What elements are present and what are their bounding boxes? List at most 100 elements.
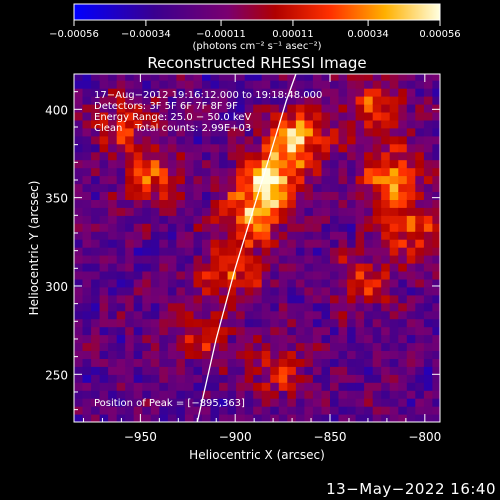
heatmap-cell	[193, 382, 203, 391]
heatmap-cell	[193, 271, 203, 280]
heatmap-cell	[372, 255, 382, 264]
heatmap-cell	[108, 271, 118, 280]
heatmap-cell	[244, 390, 254, 399]
heatmap-cell	[432, 207, 440, 216]
heatmap-cell	[389, 271, 399, 280]
heatmap-cell	[244, 80, 254, 89]
heatmap-cell	[176, 135, 186, 145]
heatmap-cell	[398, 119, 408, 129]
heatmap-cell	[432, 167, 440, 177]
heatmap-cell	[193, 151, 203, 161]
heatmap-cell	[202, 159, 212, 169]
heatmap-cell	[287, 382, 297, 391]
heatmap-cell	[398, 286, 408, 296]
heatmap-cell	[125, 382, 135, 391]
heatmap-cell	[312, 112, 322, 121]
heatmap-cell	[219, 231, 229, 240]
heatmap-cell	[176, 278, 186, 288]
heatmap-cell	[330, 286, 340, 296]
heatmap-cell	[261, 326, 271, 336]
heatmap-cell	[330, 406, 340, 415]
heatmap-cell	[415, 231, 425, 240]
heatmap-cell	[270, 88, 280, 97]
heatmap-cell	[253, 151, 263, 161]
heatmap-cell	[423, 88, 433, 97]
heatmap-cell	[398, 390, 408, 399]
heatmap-cell	[312, 175, 322, 185]
heatmap-cell	[381, 239, 391, 248]
heatmap-cell	[142, 398, 152, 407]
heatmap-cell	[347, 231, 357, 240]
heatmap-cell	[278, 271, 288, 280]
heatmap-cell	[432, 406, 440, 415]
heatmap-cell	[99, 112, 109, 121]
heatmap-cell	[364, 310, 374, 320]
heatmap-cell	[125, 175, 135, 185]
heatmap-cell	[150, 143, 160, 153]
heatmap-cell	[415, 310, 425, 320]
heatmap-cell	[116, 374, 126, 383]
heatmap-cell	[116, 199, 126, 208]
heatmap-cell	[133, 215, 143, 224]
heatmap-cell	[261, 183, 271, 192]
heatmap-cell	[261, 96, 271, 105]
heatmap-cell	[287, 167, 297, 177]
heatmap-cell	[398, 96, 408, 105]
heatmap-cell	[312, 302, 322, 312]
heatmap-cell	[312, 390, 322, 399]
annotation-energy: Energy Range: 25.0 − 50.0 keV	[94, 112, 251, 123]
heatmap-cell	[312, 382, 322, 391]
heatmap-cell	[415, 80, 425, 89]
heatmap-cell	[244, 334, 254, 344]
heatmap-cell	[142, 231, 152, 240]
heatmap-cell	[99, 318, 109, 328]
heatmap-cell	[347, 310, 357, 320]
heatmap-cell	[253, 390, 263, 399]
heatmap-cell	[261, 271, 271, 280]
heatmap-cell	[244, 223, 254, 232]
heatmap-cell	[364, 278, 374, 288]
heatmap-cell	[372, 80, 382, 89]
heatmap-cell	[423, 358, 433, 367]
heatmap-cell	[432, 119, 440, 129]
heatmap-cell	[150, 151, 160, 161]
heatmap-cell	[338, 191, 348, 200]
heatmap-cell	[82, 88, 92, 97]
heatmap-cell	[321, 239, 331, 248]
colorbar-tick-label: 0.00011	[272, 29, 313, 40]
heatmap-cell	[133, 159, 143, 169]
heatmap-cell	[116, 74, 126, 81]
heatmap-cell	[202, 358, 212, 367]
heatmap-cell	[432, 374, 440, 383]
heatmap-cell	[372, 135, 382, 145]
heatmap-cell	[219, 112, 229, 121]
heatmap-cell	[295, 271, 305, 280]
colorbar-tick-label: −0.00034	[121, 29, 171, 40]
heatmap-cell	[304, 310, 314, 320]
heatmap-cell	[82, 294, 92, 304]
heatmap-cell	[116, 286, 126, 296]
heatmap-cell	[261, 112, 271, 121]
heatmap-cell	[321, 334, 331, 344]
heatmap-cell	[219, 119, 229, 129]
heatmap-cell	[236, 278, 246, 288]
heatmap-cell	[287, 318, 297, 328]
heatmap-cell	[432, 223, 440, 232]
heatmap-cell	[398, 414, 408, 422]
heatmap-cell	[253, 286, 263, 296]
annotation-clean: Clean Total counts: 2.99E+03	[94, 123, 251, 134]
heatmap-cell	[432, 183, 440, 192]
heatmap-cell	[398, 342, 408, 351]
heatmap-cell	[176, 390, 186, 399]
heatmap-cell	[253, 318, 263, 328]
heatmap-cell	[159, 278, 169, 288]
heatmap-cell	[150, 302, 160, 312]
heatmap-cell	[406, 358, 416, 367]
heatmap-cell	[304, 88, 314, 97]
heatmap-cell	[355, 80, 365, 89]
heatmap-cell	[312, 199, 322, 208]
heatmap-cell	[82, 406, 92, 415]
heatmap-cell	[347, 199, 357, 208]
heatmap-cell	[253, 96, 263, 105]
heatmap-cell	[210, 334, 220, 344]
